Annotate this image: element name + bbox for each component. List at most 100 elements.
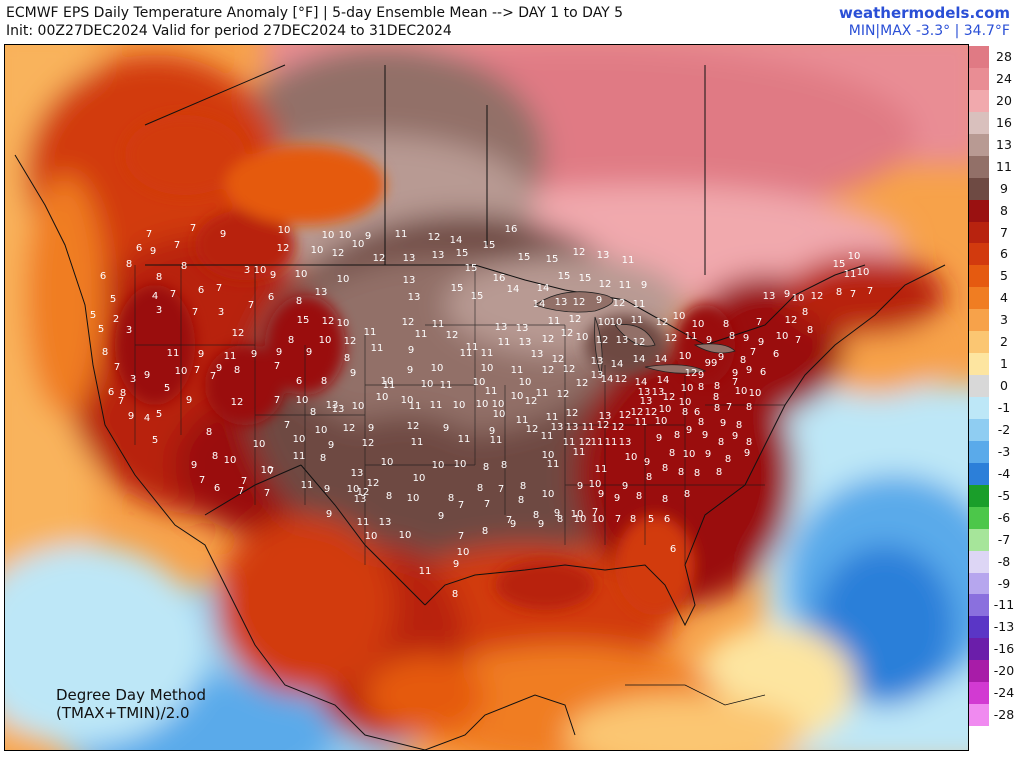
- anomaly-value-label: 10: [175, 366, 188, 377]
- legend-swatch: [969, 265, 989, 288]
- anomaly-value-label: 13: [597, 250, 610, 261]
- map-header: ECMWF EPS Daily Temperature Anomaly [°F]…: [6, 4, 623, 40]
- anomaly-value-label: 9: [614, 493, 620, 504]
- anomaly-value-label: 8: [344, 353, 350, 364]
- anomaly-value-label: 9: [686, 425, 692, 436]
- anomaly-value-label: 15: [471, 291, 484, 302]
- legend-entry: -2: [969, 418, 1019, 441]
- anomaly-value-label: 8: [102, 347, 108, 358]
- anomaly-value-label: 8: [725, 454, 731, 465]
- legend-entry: -9: [969, 572, 1019, 595]
- anomaly-value-label: 9: [408, 345, 414, 356]
- anomaly-value-label: 11: [844, 269, 857, 280]
- anomaly-value-label: 12: [663, 392, 676, 403]
- anomaly-value-label: 10: [542, 489, 555, 500]
- anomaly-value-label: 8: [483, 462, 489, 473]
- anomaly-value-label: 9: [706, 335, 712, 346]
- anomaly-value-label: 5: [152, 435, 158, 446]
- anomaly-value-label: 10: [679, 397, 692, 408]
- anomaly-value-label: 10: [421, 379, 434, 390]
- anomaly-value-label: 8: [518, 495, 524, 506]
- legend-label: 4: [1000, 290, 1008, 306]
- anomaly-value-label: 9: [744, 448, 750, 459]
- anomaly-value-label: 10: [413, 473, 426, 484]
- anomaly-value-label: 10: [457, 547, 470, 558]
- legend-swatch: [969, 375, 989, 397]
- anomaly-value-label: 12: [785, 315, 798, 326]
- anomaly-value-label: 9: [220, 229, 226, 240]
- anomaly-value-label: 11: [490, 435, 503, 446]
- anomaly-value-label: 14: [537, 283, 550, 294]
- anomaly-value-label: 13: [432, 250, 445, 261]
- legend-label: -7: [997, 531, 1011, 547]
- anomaly-value-label: 13: [640, 396, 653, 407]
- anomaly-value-label: 12: [407, 421, 420, 432]
- legend-swatch: [969, 704, 989, 727]
- anomaly-value-label: 11: [371, 343, 384, 354]
- anomaly-value-label: 8: [386, 491, 392, 502]
- legend-swatch: [969, 67, 989, 90]
- anomaly-value-label: 11: [301, 480, 314, 491]
- anomaly-value-label: 8: [713, 392, 719, 403]
- anomaly-value-label: 12: [402, 317, 415, 328]
- anomaly-value-label: 10: [493, 409, 506, 420]
- anomaly-value-label: 9: [784, 289, 790, 300]
- anomaly-value-label: 15: [297, 315, 310, 326]
- anomaly-value-label: 7: [238, 486, 244, 497]
- anomaly-value-label: 8: [684, 489, 690, 500]
- anomaly-value-label: 13: [616, 335, 629, 346]
- legend-swatch: [969, 177, 989, 200]
- anomaly-value-label: 9: [186, 395, 192, 406]
- anomaly-value-label: 11: [395, 229, 408, 240]
- anomaly-value-label: 9: [438, 511, 444, 522]
- legend-entry: -4: [969, 462, 1019, 485]
- anomaly-value-label: 15: [518, 252, 531, 263]
- legend-label: 2: [1000, 334, 1008, 350]
- anomaly-value-label: 14: [601, 374, 614, 385]
- anomaly-value-label: 5: [110, 294, 116, 305]
- legend-swatch: [969, 89, 989, 112]
- method-note: Degree Day Method (TMAX+TMIN)/2.0: [56, 686, 206, 722]
- legend-label: -9: [997, 575, 1011, 591]
- anomaly-value-label: 8: [234, 365, 240, 376]
- anomaly-value-label: 10: [293, 434, 306, 445]
- anomaly-value-label: 10: [673, 311, 686, 322]
- anomaly-value-label: 10: [352, 239, 365, 250]
- anomaly-value-label: 6: [136, 243, 142, 254]
- legend-label: -3: [997, 443, 1011, 459]
- anomaly-value-label: 9: [718, 352, 724, 363]
- anomaly-value-label: 13: [551, 422, 564, 433]
- anomaly-value-label: 13: [591, 356, 604, 367]
- map-title: ECMWF EPS Daily Temperature Anomaly [°F]…: [6, 5, 624, 21]
- anomaly-value-label: 8: [723, 319, 729, 330]
- anomaly-value-label: 8: [520, 481, 526, 492]
- anomaly-value-label: 13: [516, 323, 529, 334]
- anomaly-value-label: 7: [458, 531, 464, 542]
- anomaly-value-label: 7: [264, 488, 270, 499]
- anomaly-value-label: 12: [362, 438, 375, 449]
- anomaly-value-label: 11: [485, 386, 498, 397]
- anomaly-value-label: 9: [758, 337, 764, 348]
- anomaly-value-label: 11: [224, 351, 237, 362]
- anomaly-value-label: 6: [670, 544, 676, 555]
- anomaly-value-label: 9: [732, 431, 738, 442]
- legend-swatch: [969, 440, 989, 463]
- anomaly-value-label: 9: [198, 349, 204, 360]
- anomaly-value-label: 10: [432, 460, 445, 471]
- anomaly-value-label: 14: [655, 354, 668, 365]
- anomaly-value-label: 3: [218, 307, 224, 318]
- anomaly-value-label: 11: [430, 400, 443, 411]
- anomaly-value-label: 7: [850, 289, 856, 300]
- anomaly-value-label: 11: [167, 348, 180, 359]
- anomaly-value-label: 14: [450, 235, 463, 246]
- site-link[interactable]: weathermodels.com: [838, 4, 1010, 22]
- anomaly-value-label: 11: [582, 422, 595, 433]
- anomaly-value-label: 13: [531, 349, 544, 360]
- site-header: weathermodels.com MIN|MAX -3.3° | 34.7°F: [839, 4, 1010, 40]
- anomaly-value-label: 13: [315, 287, 328, 298]
- anomaly-value-label: 8: [729, 331, 735, 342]
- anomaly-value-label: 7: [726, 402, 732, 413]
- anomaly-value-label: 10: [592, 514, 605, 525]
- anomaly-value-label: 10: [519, 377, 532, 388]
- anomaly-value-label: 10: [473, 377, 486, 388]
